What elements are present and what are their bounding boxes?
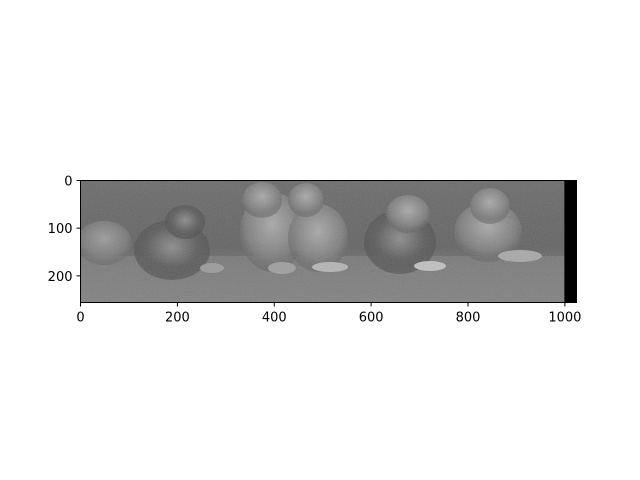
- kittens-image: [80, 180, 565, 302]
- axes-frame: [80, 180, 577, 303]
- x-tick-label: 200: [165, 311, 190, 326]
- y-tick-label: 200: [48, 270, 73, 285]
- axes: 0 200 400 600 800 1000 0 100 200: [48, 175, 582, 326]
- x-tick-label: 800: [456, 311, 481, 326]
- y-tick-label: 0: [64, 175, 72, 190]
- image-grain: [80, 180, 565, 302]
- x-tick-label: 1000: [548, 311, 581, 326]
- y-tick-label: 100: [48, 222, 73, 237]
- x-tick-label: 400: [262, 311, 287, 326]
- x-tick-label: 0: [76, 311, 84, 326]
- x-tick-label: 600: [359, 311, 384, 326]
- image-dark-band: [564, 180, 577, 303]
